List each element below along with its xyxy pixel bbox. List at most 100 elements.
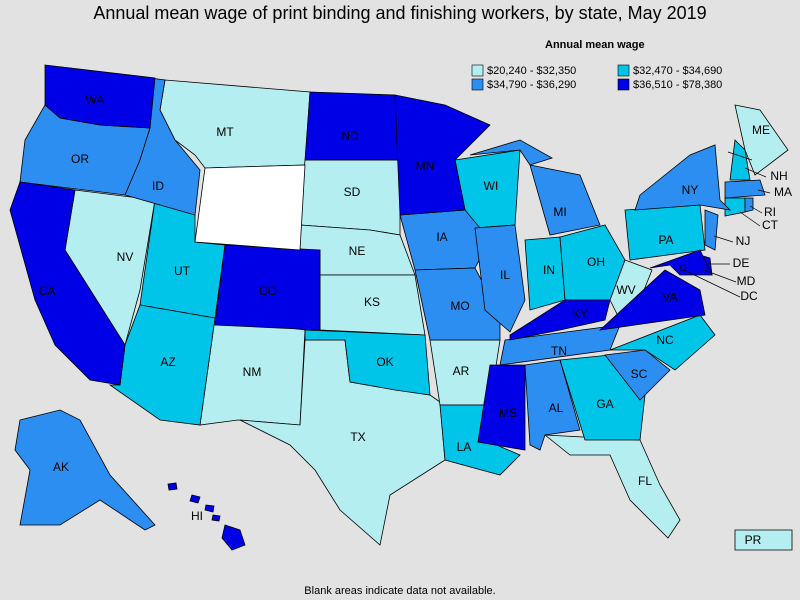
state-label: SC [631,367,648,381]
states [9,64,793,551]
state-label: WI [484,179,499,193]
state-label: DE [733,256,750,270]
state [734,529,793,551]
legend-swatch [617,64,630,77]
state-label: MS [499,406,517,420]
state-label: NJ [736,234,751,248]
state [469,139,553,166]
state-label: HI [191,509,203,523]
legend: Annual mean wage $20,240 - $32,350 $32,4… [471,39,722,91]
state-label: NH [770,169,787,183]
legend-label: $34,790 - $36,290 [487,79,576,91]
state [221,524,246,551]
leader-line [683,269,741,298]
state [704,209,719,251]
state [744,197,754,213]
state-label: WV [616,283,635,297]
state [529,164,601,236]
state [649,249,713,276]
state-label: CA [39,284,56,298]
state-label: NE [349,244,366,258]
state [499,324,621,366]
state-label: MI [553,205,566,219]
state-label: AL [549,401,564,415]
state [734,104,789,176]
state-label: MD [737,274,756,288]
state-label: MT [216,125,234,139]
state [609,314,716,371]
state [124,77,201,216]
state [543,434,681,539]
state-label: AZ [160,355,175,369]
state-label: OK [376,355,393,369]
state-label: PR [745,533,762,547]
state-label: TX [350,430,365,444]
state [304,91,401,161]
state-label: UT [174,264,191,278]
leader-line [749,205,763,214]
state-label: SD [344,185,361,199]
state [724,179,766,199]
state [679,264,687,272]
state [474,224,526,333]
state-label: CO [259,284,277,298]
state-label: KS [364,295,380,309]
state-label: NC [656,333,674,347]
legend-label: $32,470 - $34,690 [633,65,722,77]
state [304,329,431,396]
state-label: MA [774,185,792,199]
state-no-data [194,164,306,251]
leader-line [713,235,734,243]
footnote: Blank areas indicate data not available. [304,585,495,597]
leader-lines [683,151,771,298]
state-label: IL [500,268,510,282]
state-label: MO [450,299,469,313]
state [559,224,626,301]
state-labels: NV MT NM SD NE KS TX AR FL WV ME PR UT A… [39,93,792,547]
state [414,267,501,341]
state [189,494,201,504]
leader-line [744,167,767,178]
state-label: RI [764,205,776,219]
state-label: TN [551,344,567,358]
state [604,349,671,401]
state [14,409,156,531]
state-label: PA [658,233,673,247]
legend-label: $20,240 - $32,350 [487,65,576,77]
title: Annual mean wage of print binding and fi… [93,3,706,23]
state [167,482,178,491]
state-label: KY [572,307,588,321]
state-label: MN [416,159,435,173]
state-label: IA [436,230,447,244]
state-label: VA [662,290,677,304]
state-label: NV [117,250,134,264]
state-label: NY [682,183,699,197]
leader-line [757,189,771,194]
state [729,139,751,181]
state-label: CT [762,218,779,232]
leader-line [727,151,753,161]
state [211,514,221,522]
legend-title: Annual mean wage [545,39,645,51]
legend-swatch [471,64,484,77]
state-label: AK [53,460,69,474]
legend-swatch [471,78,484,91]
state-label: GA [596,397,613,411]
state [44,64,156,129]
legend-swatch [617,78,630,91]
state-label: LA [457,440,472,454]
state-label: OR [71,152,89,166]
state-label: OH [587,255,605,269]
state [509,299,611,341]
state-label: FL [638,474,652,488]
state-label: ME [752,123,770,137]
leader-line [739,211,761,227]
state-label: AR [453,364,470,378]
state-label: DC [740,289,758,303]
legend-label: $36,510 - $78,380 [633,79,722,91]
state-label: ID [152,179,164,193]
state [394,94,491,216]
state [598,269,706,331]
state [9,181,126,386]
